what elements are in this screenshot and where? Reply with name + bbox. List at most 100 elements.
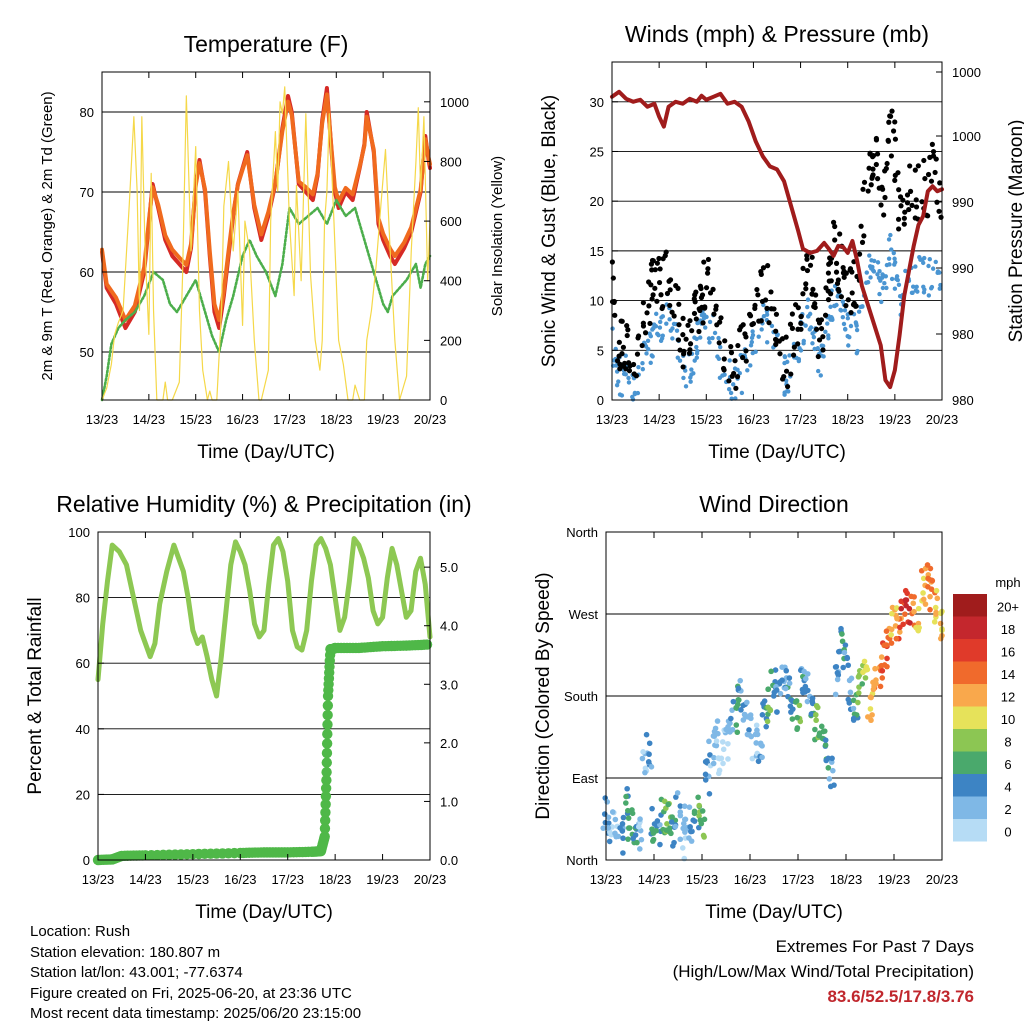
wind-point <box>937 286 942 291</box>
gust-point <box>659 305 665 312</box>
direction-point <box>677 809 684 815</box>
direction-point <box>623 793 629 800</box>
direction-point <box>682 816 689 823</box>
direction-point <box>839 631 845 637</box>
gust-point <box>798 320 804 326</box>
direction-point <box>668 830 674 837</box>
gust-point <box>825 297 832 303</box>
gust-point <box>904 200 911 206</box>
direction-point <box>884 655 890 662</box>
direction-chart: 13/23 14/23 15/23 16/23 17/23 18/23 19/23 20/23… <box>533 491 1021 923</box>
winds-chart: 13/23 14/23 15/23 16/23 17/23 18/23 19/23 20/23… <box>539 21 1024 463</box>
gust-point <box>937 180 943 186</box>
direction-point <box>915 620 922 627</box>
gust-point <box>703 285 710 291</box>
wind-point <box>650 354 655 359</box>
gust-point <box>866 165 872 171</box>
direction-point <box>626 825 633 831</box>
gust-point <box>803 281 809 287</box>
gust-point <box>634 351 641 357</box>
direction-point <box>679 845 686 851</box>
direction-point <box>903 602 909 609</box>
gust-point <box>640 323 647 329</box>
direction-point <box>916 624 922 631</box>
wind-point <box>646 347 651 352</box>
gust-point <box>851 300 857 306</box>
gust-point <box>667 302 673 309</box>
direction-point <box>779 664 785 670</box>
wind-point <box>803 323 808 328</box>
direction-point <box>764 718 771 725</box>
gust-point <box>933 156 939 162</box>
wind-point <box>853 320 859 325</box>
y-right-tick-label: 4.0 <box>440 619 458 634</box>
direction-point <box>883 628 890 634</box>
wind-point <box>896 282 902 288</box>
gust-point <box>752 305 758 311</box>
humidity-title: Relative Humidity (%) & Precipitation (i… <box>56 491 471 517</box>
direction-point <box>821 728 828 734</box>
gust-point <box>749 321 755 328</box>
wind-point <box>801 338 806 344</box>
colorbar-tick-label: 14 <box>1001 667 1015 682</box>
gust-point <box>704 270 711 276</box>
wind-point <box>838 307 843 313</box>
rain-point <box>319 831 330 842</box>
y-right-tick-label: 980 <box>952 327 974 342</box>
wind-point <box>810 341 815 346</box>
y-tick-label: 20 <box>76 787 90 802</box>
x-tick-label: 17/23 <box>273 412 306 427</box>
gust-point <box>840 264 846 271</box>
gust-point <box>692 299 698 305</box>
direction-point <box>813 711 819 718</box>
wind-point <box>769 323 775 329</box>
wind-point <box>720 373 725 378</box>
gust-point <box>652 267 658 273</box>
gust-point <box>649 257 656 264</box>
gust-point <box>925 171 932 178</box>
wind-point <box>895 277 900 283</box>
direction-point <box>934 595 941 602</box>
colorbar-tick-label: 12 <box>1001 689 1015 704</box>
direction-point <box>719 739 726 745</box>
direction-point <box>804 698 811 705</box>
gust-point <box>881 212 887 218</box>
wind-point <box>887 262 892 267</box>
rain-point <box>320 791 332 802</box>
wind-point <box>935 269 941 274</box>
direction-point <box>932 604 939 611</box>
gust-point <box>773 311 780 317</box>
gust-point <box>791 344 797 350</box>
gust-point <box>886 119 892 125</box>
y-tick-label: 20 <box>590 194 604 209</box>
wind-point <box>880 275 885 280</box>
direction-point <box>822 737 829 743</box>
colorbar-swatch <box>953 751 987 774</box>
y-tick-label: 0 <box>597 393 604 408</box>
temperature-ylabel-right: Solar Insolation (Yellow) <box>489 156 506 316</box>
wind-point <box>636 364 641 370</box>
wind-point <box>889 247 894 252</box>
gust-point <box>758 271 764 278</box>
wind-point <box>745 368 750 373</box>
gust-point <box>728 344 734 350</box>
gust-point <box>807 262 814 268</box>
direction-point <box>808 711 815 717</box>
wind-point <box>913 288 918 293</box>
direction-point <box>648 764 655 770</box>
direction-point <box>846 677 853 684</box>
pressure-series <box>610 89 944 390</box>
gust-point <box>915 163 921 169</box>
x-tick-label: 18/23 <box>320 412 353 427</box>
station-location: Location: Rush <box>30 923 131 940</box>
gust-point <box>816 337 823 343</box>
gust-point <box>654 260 660 266</box>
direction-point <box>617 825 623 831</box>
gust-point <box>890 128 897 134</box>
gust-point <box>758 318 764 324</box>
gust-point <box>898 203 904 209</box>
wind-point <box>718 344 723 350</box>
direction-point <box>884 663 890 670</box>
gust-point <box>788 371 794 377</box>
wind-point <box>750 329 755 334</box>
